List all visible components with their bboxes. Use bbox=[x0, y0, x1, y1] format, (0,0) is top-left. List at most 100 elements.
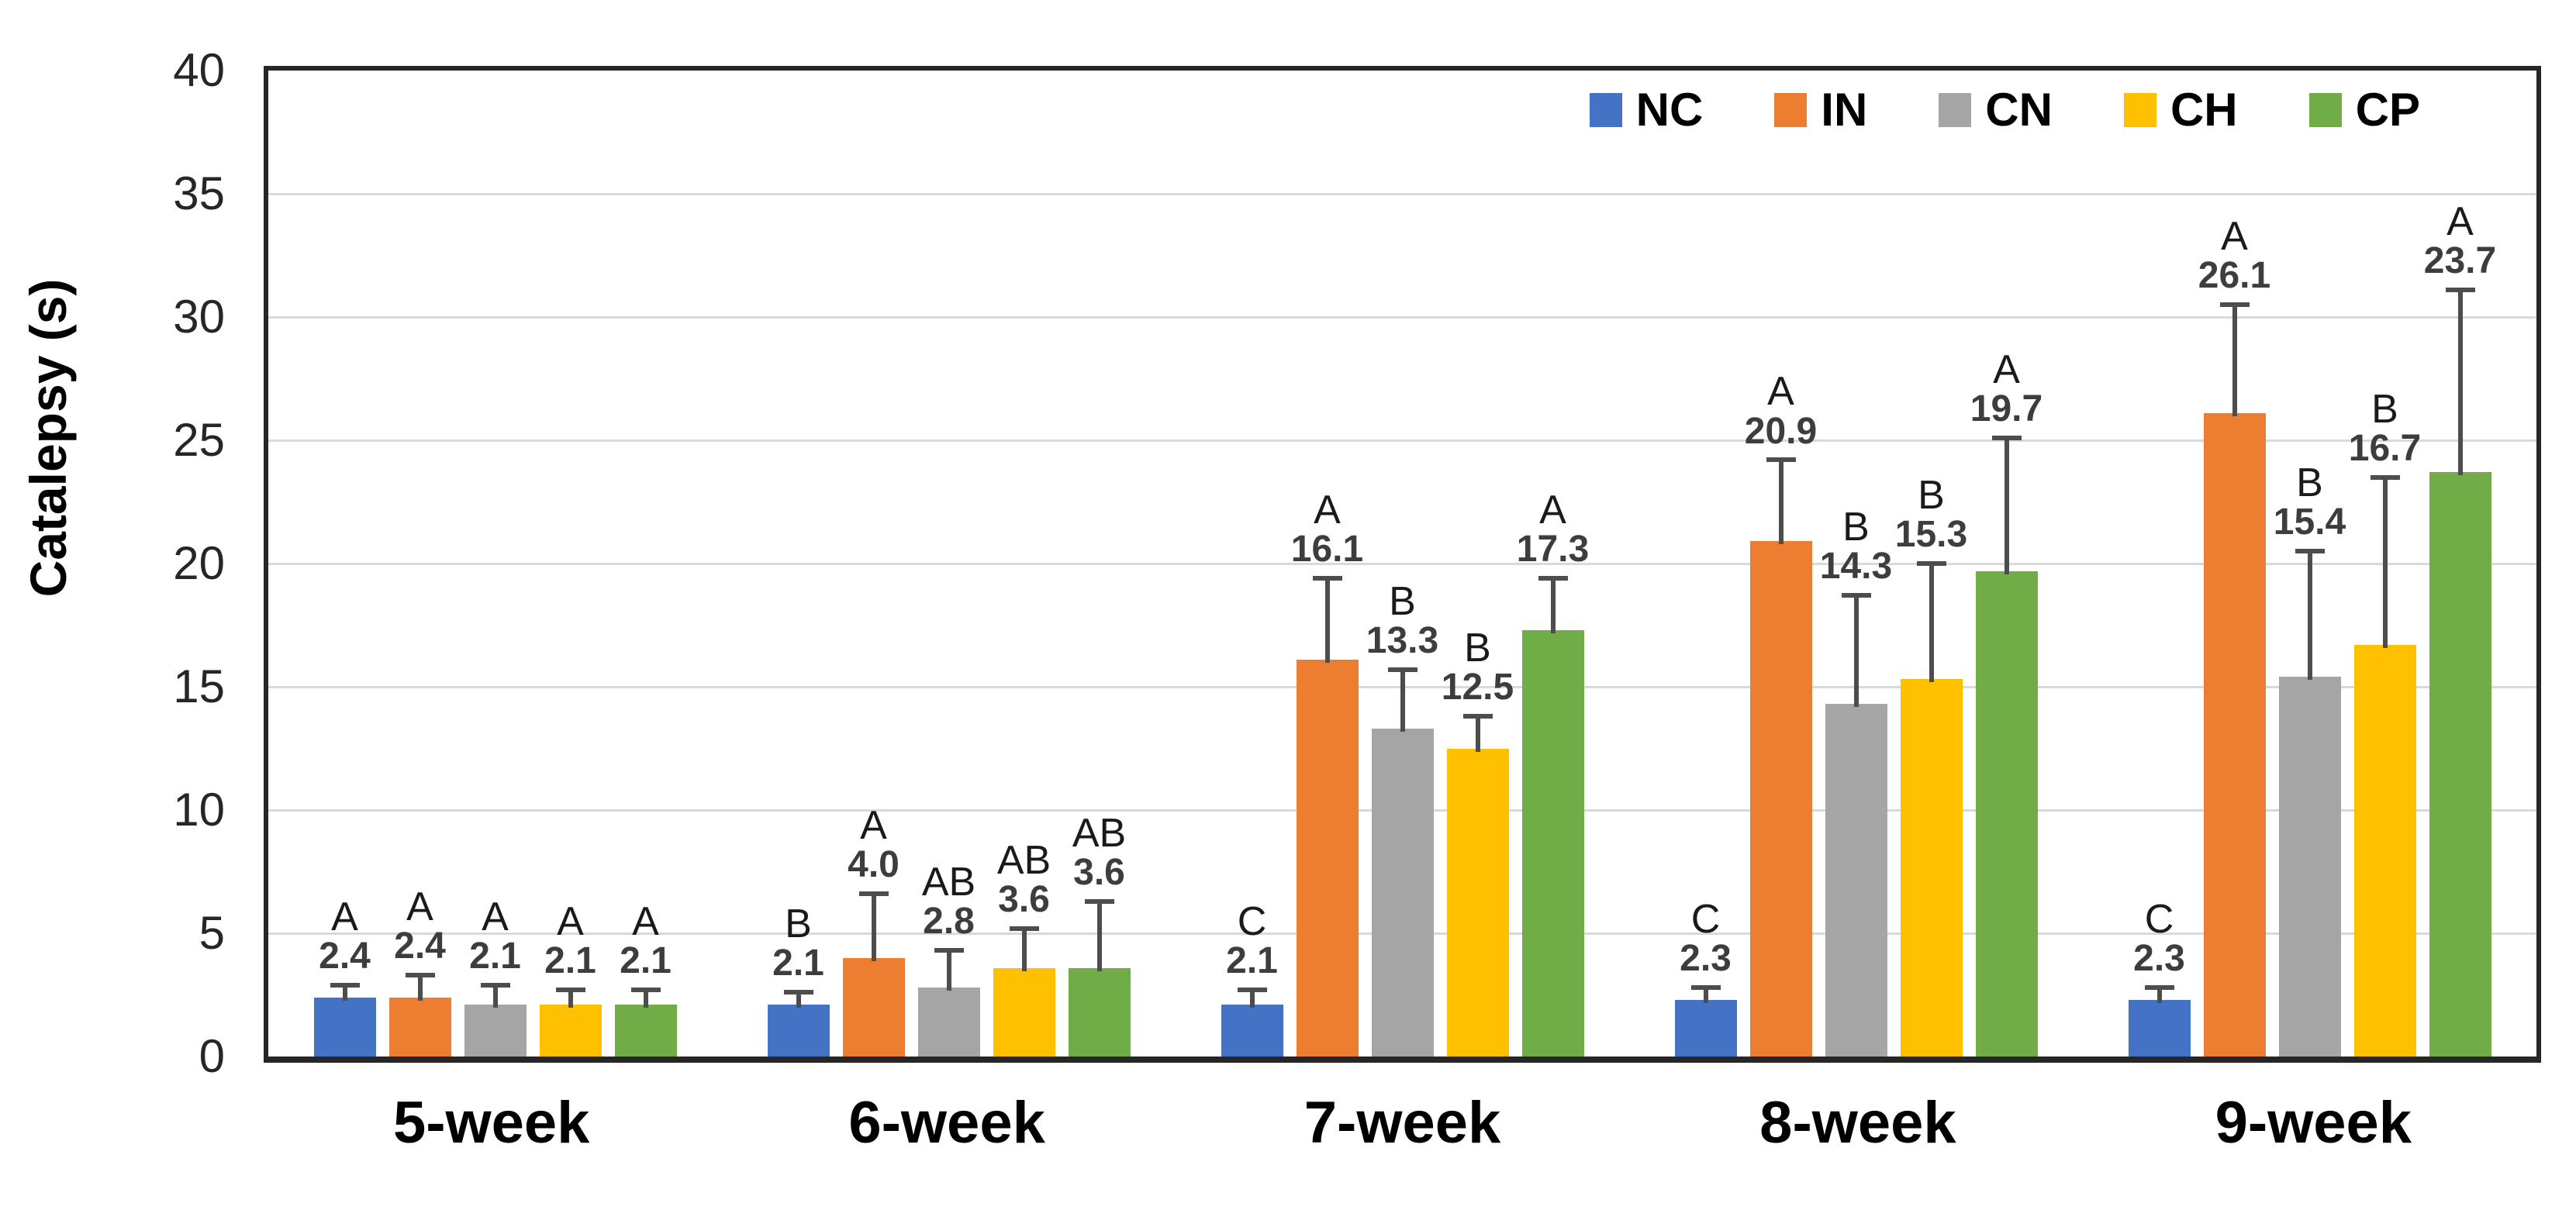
data-label-CN-6-week: AB 2.8 bbox=[922, 862, 975, 941]
value-label: 2.3 bbox=[1680, 938, 1732, 980]
x-tick-label-5-week: 5-week bbox=[392, 1090, 590, 1156]
bar-slot-IN-5-week: A 2.4 bbox=[388, 71, 451, 1057]
error-bar-CN-5-week bbox=[492, 984, 498, 1008]
bar-CN-5-week bbox=[464, 1005, 527, 1057]
data-label-CH-9-week: B 16.7 bbox=[2349, 386, 2421, 468]
error-bar-cap-CP-9-week bbox=[2445, 288, 2475, 293]
value-label: 2.1 bbox=[544, 940, 596, 982]
data-label-IN-5-week: A 2.4 bbox=[394, 887, 446, 966]
plot-area: NC IN CN CH CP A 2.4 A 2.4 A 2.1 A 2.1 A 2.1 B 2.1 A 4.0 A… bbox=[264, 66, 2541, 1063]
data-label-CP-6-week: AB 3.6 bbox=[1072, 812, 1126, 893]
error-bar-cap-CH-6-week bbox=[1009, 926, 1039, 931]
sig-letter-label: C bbox=[1237, 899, 1267, 945]
bar-NC-7-week bbox=[1221, 1005, 1283, 1057]
legend-swatch-NC bbox=[1589, 92, 1622, 127]
bar-IN-7-week bbox=[1296, 660, 1359, 1057]
sig-letter-label: A bbox=[331, 894, 358, 939]
data-label-CN-8-week: B 14.3 bbox=[1820, 507, 1892, 586]
bar-NC-5-week bbox=[313, 997, 376, 1057]
sig-letter-label: A bbox=[632, 899, 659, 945]
legend-item-CP: CP bbox=[2308, 83, 2420, 136]
bar-IN-6-week bbox=[842, 957, 905, 1057]
error-bar-CP-8-week bbox=[2004, 437, 2009, 574]
data-label-NC-6-week: B 2.1 bbox=[772, 904, 824, 983]
bar-slot-CN-8-week: B 14.3 bbox=[1820, 71, 1892, 1057]
data-label-CN-7-week: B 13.3 bbox=[1366, 581, 1438, 660]
value-label: 2.4 bbox=[394, 926, 446, 967]
error-bar-cap-CP-7-week bbox=[1538, 576, 1568, 581]
data-label-IN-7-week: A 16.1 bbox=[1291, 490, 1363, 569]
bar-IN-8-week bbox=[1749, 541, 1812, 1057]
data-label-CP-7-week: A 17.3 bbox=[1517, 490, 1589, 569]
data-label-IN-9-week: A 26.1 bbox=[2198, 216, 2270, 295]
error-bar-cap-NC-5-week bbox=[330, 982, 360, 988]
bar-slot-CP-9-week: A 23.7 bbox=[2424, 71, 2496, 1057]
bar-slot-CP-6-week: AB 3.6 bbox=[1068, 71, 1131, 1057]
bar-slot-CP-8-week: A 19.7 bbox=[1970, 71, 2042, 1057]
error-bar-CH-5-week bbox=[568, 990, 573, 1008]
error-bar-cap-CP-8-week bbox=[1991, 435, 2022, 440]
value-label: 4.0 bbox=[848, 844, 900, 886]
data-label-NC-9-week: C 2.3 bbox=[2133, 898, 2185, 978]
bar-CN-9-week bbox=[2278, 677, 2341, 1057]
bar-slot-CH-8-week: B 15.3 bbox=[1895, 71, 1967, 1057]
error-bar-cap-IN-5-week bbox=[405, 973, 435, 978]
legend-item-NC: NC bbox=[1589, 83, 1703, 136]
x-tick-label-7-week: 7-week bbox=[1304, 1090, 1501, 1156]
error-bar-cap-CH-8-week bbox=[1916, 561, 1946, 566]
value-label: 2.1 bbox=[772, 943, 824, 984]
error-bar-CN-6-week bbox=[946, 950, 951, 991]
bar-slot-CH-5-week: A 2.1 bbox=[539, 71, 602, 1057]
data-label-CH-7-week: B 12.5 bbox=[1442, 628, 1514, 707]
value-label: 15.4 bbox=[2273, 502, 2346, 543]
bar-slot-CN-7-week: B 13.3 bbox=[1366, 71, 1438, 1057]
y-tick-label: 35 bbox=[173, 167, 225, 219]
gridline-30 bbox=[268, 315, 2536, 319]
data-label-NC-5-week: A 2.4 bbox=[319, 894, 371, 976]
error-bar-cap-CH-7-week bbox=[1462, 714, 1493, 719]
group-7-week: C 2.1 A 16.1 B 13.3 B 12.5 A 17.3 bbox=[1176, 71, 1629, 1057]
error-bar-CH-6-week bbox=[1021, 928, 1027, 971]
x-tick-label-8-week: 8-week bbox=[1759, 1090, 1956, 1156]
data-label-CP-8-week: A 19.7 bbox=[1970, 346, 2042, 429]
bar-slot-IN-9-week: A 26.1 bbox=[2198, 71, 2270, 1057]
group-8-week: C 2.3 A 20.9 B 14.3 B 15.3 A 19.7 bbox=[1629, 71, 2083, 1057]
data-label-CP-5-week: A 2.1 bbox=[620, 901, 672, 981]
chart-legend: NC IN CN CH CP bbox=[1589, 83, 2420, 136]
bar-CP-5-week bbox=[614, 1005, 677, 1057]
error-bar-cap-CP-6-week bbox=[1084, 898, 1114, 904]
value-label: 14.3 bbox=[1819, 546, 1893, 588]
bar-CP-9-week bbox=[2429, 472, 2491, 1057]
sig-letter-label: B bbox=[1464, 626, 1491, 671]
value-label: 17.3 bbox=[1516, 529, 1590, 571]
x-tick-label-9-week: 9-week bbox=[2215, 1090, 2412, 1156]
sig-letter-label: A bbox=[1993, 346, 2020, 392]
y-tick-label: 30 bbox=[173, 291, 225, 343]
value-label: 26.1 bbox=[2198, 255, 2271, 297]
bar-CH-9-week bbox=[2353, 644, 2416, 1057]
sig-letter-label: AB bbox=[996, 837, 1051, 883]
sig-letter-label: A bbox=[482, 894, 509, 939]
bar-slot-IN-7-week: A 16.1 bbox=[1291, 71, 1363, 1057]
error-bar-CH-9-week bbox=[2382, 477, 2388, 648]
value-label: 3.6 bbox=[1073, 851, 1125, 893]
error-bar-cap-IN-8-week bbox=[1766, 457, 1796, 463]
bar-slot-CP-5-week: A 2.1 bbox=[614, 71, 677, 1057]
sig-letter-label: B bbox=[2371, 386, 2398, 432]
sig-letter-label: A bbox=[1314, 488, 1341, 533]
error-bar-CN-8-week bbox=[1853, 595, 1859, 708]
gridline-35 bbox=[268, 192, 2536, 195]
data-label-CH-8-week: B 15.3 bbox=[1895, 473, 1967, 554]
sig-letter-label: B bbox=[1918, 473, 1945, 519]
legend-label-CH: CH bbox=[2170, 84, 2238, 136]
gridline-25 bbox=[268, 439, 2536, 442]
value-label: 16.1 bbox=[1290, 529, 1364, 571]
error-bar-cap-IN-6-week bbox=[858, 891, 889, 897]
value-label: 20.9 bbox=[1744, 410, 1818, 452]
error-bar-NC-6-week bbox=[796, 992, 801, 1008]
legend-swatch-CP bbox=[2308, 92, 2342, 127]
error-bar-cap-CN-7-week bbox=[1387, 667, 1417, 672]
error-bar-cap-CH-5-week bbox=[555, 988, 585, 993]
y-tick-label: 5 bbox=[199, 907, 225, 959]
